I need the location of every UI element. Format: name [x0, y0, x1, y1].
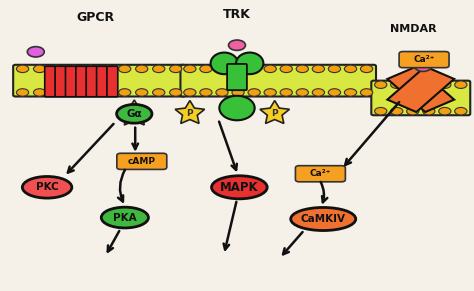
- Circle shape: [407, 107, 419, 115]
- Circle shape: [51, 65, 63, 72]
- Circle shape: [455, 81, 467, 88]
- Circle shape: [423, 81, 435, 88]
- Circle shape: [360, 89, 373, 96]
- Ellipse shape: [210, 53, 238, 74]
- Circle shape: [216, 89, 228, 96]
- Text: Gα: Gα: [127, 109, 142, 119]
- Circle shape: [280, 65, 292, 72]
- Circle shape: [118, 65, 131, 72]
- Text: PKC: PKC: [36, 182, 58, 192]
- Circle shape: [200, 89, 212, 96]
- Circle shape: [438, 107, 451, 115]
- Ellipse shape: [117, 104, 152, 123]
- FancyBboxPatch shape: [55, 66, 66, 97]
- Circle shape: [34, 65, 46, 72]
- Ellipse shape: [101, 207, 148, 228]
- FancyBboxPatch shape: [227, 64, 247, 90]
- Text: P: P: [272, 109, 278, 118]
- Circle shape: [232, 89, 244, 96]
- Text: CaMKIV: CaMKIV: [301, 214, 346, 224]
- Circle shape: [360, 65, 373, 72]
- Circle shape: [84, 89, 97, 96]
- FancyBboxPatch shape: [117, 153, 167, 169]
- Circle shape: [101, 89, 114, 96]
- Circle shape: [34, 89, 46, 96]
- Circle shape: [280, 89, 292, 96]
- Circle shape: [67, 89, 80, 96]
- Circle shape: [51, 89, 63, 96]
- Circle shape: [296, 65, 309, 72]
- Circle shape: [312, 65, 325, 72]
- Text: cAMP: cAMP: [128, 157, 156, 166]
- Circle shape: [27, 47, 44, 57]
- Circle shape: [67, 65, 80, 72]
- Polygon shape: [387, 67, 454, 112]
- Circle shape: [438, 81, 451, 88]
- Polygon shape: [175, 100, 205, 123]
- FancyBboxPatch shape: [295, 166, 346, 182]
- Circle shape: [264, 65, 276, 72]
- Circle shape: [84, 65, 97, 72]
- Circle shape: [374, 81, 387, 88]
- Circle shape: [248, 89, 260, 96]
- Circle shape: [136, 65, 148, 72]
- Circle shape: [232, 65, 244, 72]
- Polygon shape: [387, 67, 454, 112]
- FancyBboxPatch shape: [65, 66, 76, 97]
- Circle shape: [415, 61, 432, 71]
- FancyBboxPatch shape: [97, 66, 108, 97]
- FancyBboxPatch shape: [181, 65, 376, 97]
- Circle shape: [228, 40, 246, 50]
- Ellipse shape: [22, 176, 72, 198]
- Circle shape: [328, 89, 341, 96]
- FancyBboxPatch shape: [86, 66, 97, 97]
- FancyBboxPatch shape: [399, 52, 449, 68]
- Circle shape: [136, 89, 148, 96]
- Polygon shape: [118, 100, 150, 125]
- Circle shape: [345, 65, 356, 72]
- Ellipse shape: [211, 176, 267, 199]
- Text: PKA: PKA: [113, 212, 137, 223]
- Circle shape: [184, 65, 196, 72]
- Circle shape: [264, 89, 276, 96]
- Polygon shape: [260, 100, 290, 123]
- FancyBboxPatch shape: [45, 66, 55, 97]
- FancyBboxPatch shape: [371, 81, 470, 115]
- Text: TRK: TRK: [223, 8, 251, 21]
- FancyBboxPatch shape: [13, 65, 185, 97]
- Circle shape: [170, 65, 182, 72]
- Circle shape: [170, 89, 182, 96]
- Circle shape: [153, 65, 165, 72]
- Circle shape: [118, 89, 131, 96]
- Text: P: P: [187, 109, 193, 118]
- Text: Ca²⁺: Ca²⁺: [310, 169, 331, 178]
- FancyBboxPatch shape: [107, 66, 118, 97]
- Circle shape: [248, 65, 260, 72]
- Text: GPCR: GPCR: [77, 11, 115, 24]
- Circle shape: [200, 65, 212, 72]
- Circle shape: [312, 89, 325, 96]
- Circle shape: [17, 89, 29, 96]
- Circle shape: [216, 65, 228, 72]
- Circle shape: [328, 65, 341, 72]
- Circle shape: [374, 107, 387, 115]
- Circle shape: [17, 65, 29, 72]
- Ellipse shape: [291, 207, 356, 230]
- Ellipse shape: [236, 53, 264, 74]
- Circle shape: [153, 89, 165, 96]
- Text: NMDAR: NMDAR: [391, 24, 437, 34]
- Ellipse shape: [219, 96, 255, 120]
- FancyBboxPatch shape: [76, 66, 87, 97]
- Circle shape: [184, 89, 196, 96]
- Circle shape: [455, 107, 467, 115]
- Circle shape: [101, 65, 114, 72]
- Circle shape: [391, 81, 403, 88]
- Circle shape: [423, 107, 435, 115]
- Circle shape: [391, 107, 403, 115]
- Text: MAPK: MAPK: [220, 181, 259, 194]
- Circle shape: [345, 89, 356, 96]
- Circle shape: [296, 89, 309, 96]
- Text: Ca²⁺: Ca²⁺: [413, 55, 435, 64]
- Circle shape: [407, 81, 419, 88]
